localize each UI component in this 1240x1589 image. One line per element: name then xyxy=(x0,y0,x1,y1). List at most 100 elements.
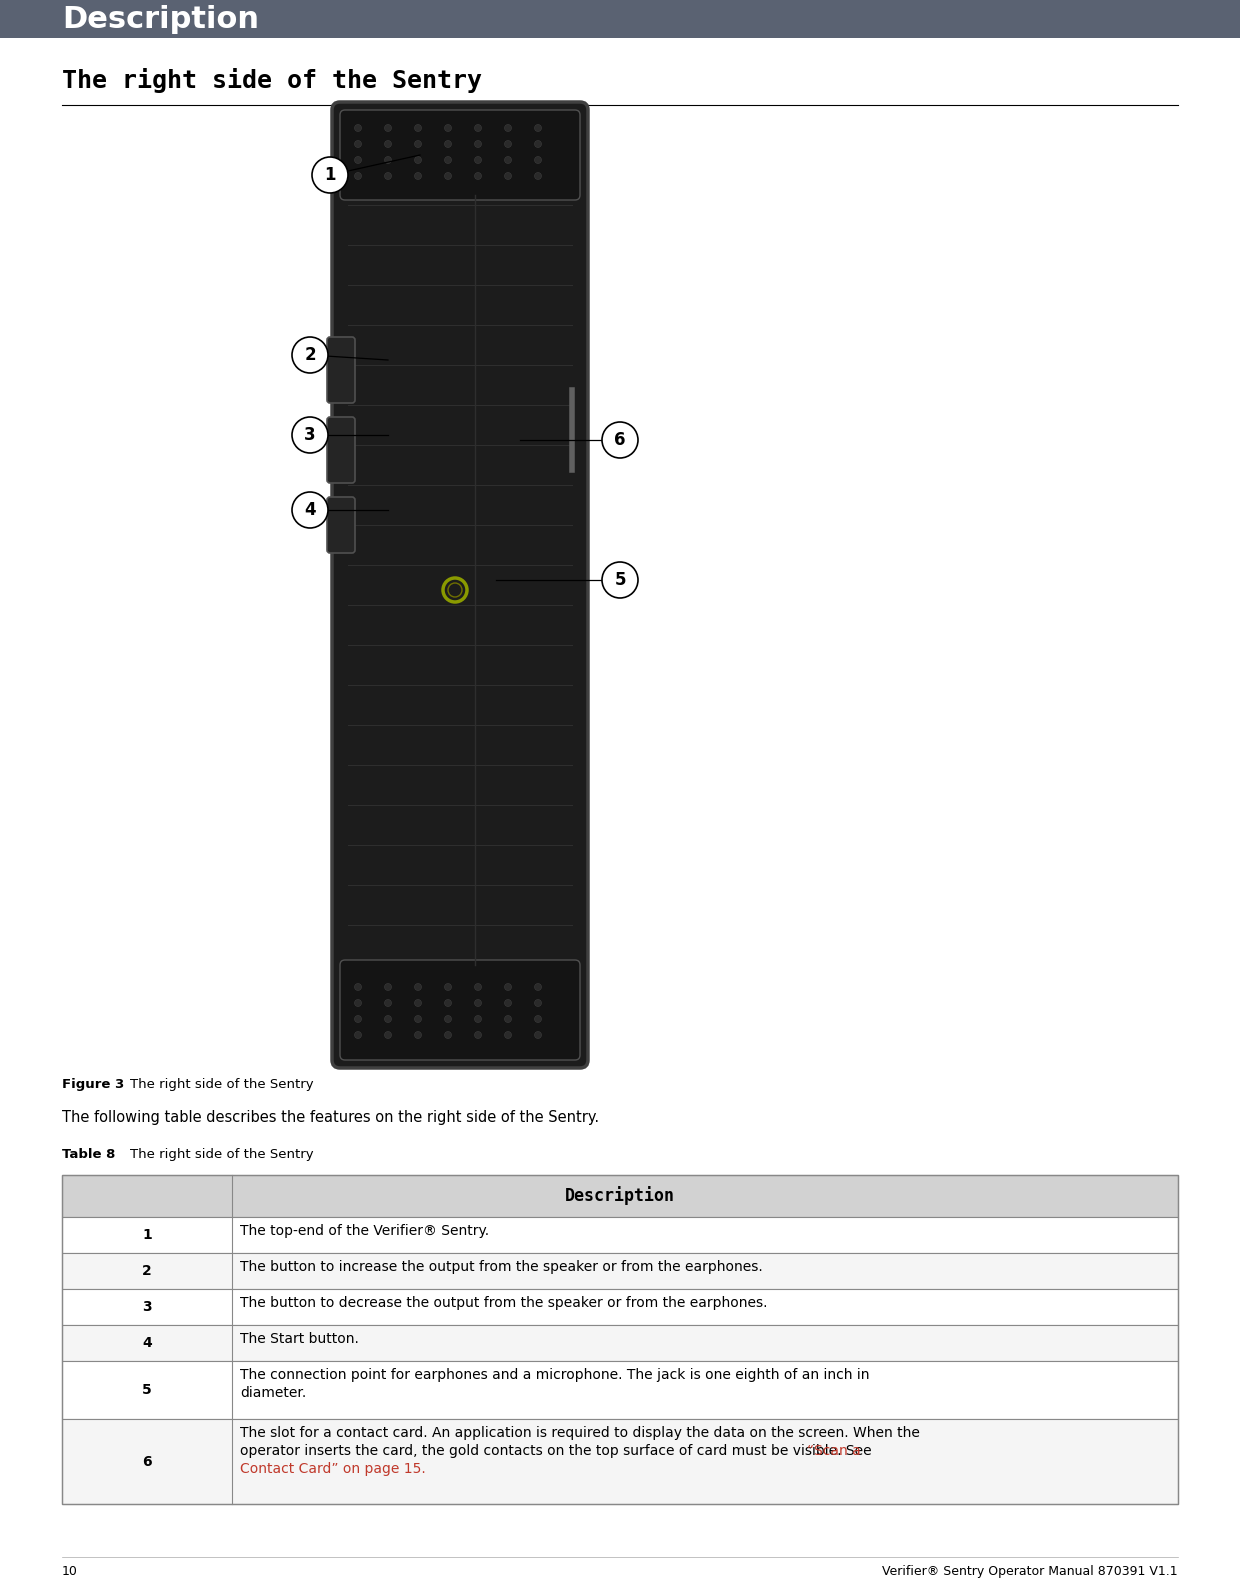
Bar xyxy=(62,1174,1178,1217)
Circle shape xyxy=(505,984,511,990)
Circle shape xyxy=(475,124,481,132)
Text: Description: Description xyxy=(62,5,259,33)
Circle shape xyxy=(355,1015,362,1022)
Circle shape xyxy=(355,140,362,148)
Text: The slot for a contact card. An application is required to display the data on t: The slot for a contact card. An applicat… xyxy=(241,1425,920,1440)
Text: The button to increase the output from the speaker or from the earphones.: The button to increase the output from t… xyxy=(241,1260,763,1274)
Circle shape xyxy=(355,173,362,180)
Circle shape xyxy=(444,173,451,180)
Circle shape xyxy=(505,156,511,164)
FancyBboxPatch shape xyxy=(327,416,355,483)
Text: The right side of the Sentry: The right side of the Sentry xyxy=(62,68,482,94)
Circle shape xyxy=(414,1015,422,1022)
Circle shape xyxy=(475,1031,481,1039)
Circle shape xyxy=(355,1031,362,1039)
Circle shape xyxy=(355,984,362,990)
Bar xyxy=(62,1419,1178,1505)
Circle shape xyxy=(384,999,392,1006)
Bar xyxy=(62,1217,1178,1254)
Circle shape xyxy=(444,1015,451,1022)
Circle shape xyxy=(414,999,422,1006)
Circle shape xyxy=(475,140,481,148)
Circle shape xyxy=(475,1015,481,1022)
Circle shape xyxy=(534,1015,542,1022)
Text: The right side of the Sentry: The right side of the Sentry xyxy=(130,1077,314,1092)
FancyBboxPatch shape xyxy=(340,960,580,1060)
Circle shape xyxy=(312,157,348,192)
Circle shape xyxy=(384,140,392,148)
Circle shape xyxy=(414,140,422,148)
Circle shape xyxy=(384,156,392,164)
Bar xyxy=(62,1254,1178,1289)
Circle shape xyxy=(505,140,511,148)
Text: 1: 1 xyxy=(324,165,336,184)
Text: 3: 3 xyxy=(143,1300,151,1314)
Circle shape xyxy=(291,416,329,453)
Circle shape xyxy=(414,984,422,990)
Text: “Scan a: “Scan a xyxy=(807,1444,861,1459)
Circle shape xyxy=(414,173,422,180)
Circle shape xyxy=(534,1031,542,1039)
Circle shape xyxy=(534,140,542,148)
Circle shape xyxy=(505,1015,511,1022)
Circle shape xyxy=(384,1015,392,1022)
FancyBboxPatch shape xyxy=(332,102,588,1068)
Circle shape xyxy=(475,984,481,990)
Text: operator inserts the card, the gold contacts on the top surface of card must be : operator inserts the card, the gold cont… xyxy=(241,1444,875,1459)
Circle shape xyxy=(534,124,542,132)
Circle shape xyxy=(355,999,362,1006)
Circle shape xyxy=(414,1031,422,1039)
Bar xyxy=(62,1174,1178,1505)
Text: 6: 6 xyxy=(614,431,626,450)
Circle shape xyxy=(475,173,481,180)
Circle shape xyxy=(505,1031,511,1039)
Circle shape xyxy=(444,1031,451,1039)
Text: 6: 6 xyxy=(143,1454,151,1468)
Text: 3: 3 xyxy=(304,426,316,443)
Circle shape xyxy=(444,140,451,148)
Text: The top-end of the Verifier® Sentry.: The top-end of the Verifier® Sentry. xyxy=(241,1224,489,1238)
Circle shape xyxy=(291,493,329,528)
Circle shape xyxy=(444,124,451,132)
FancyBboxPatch shape xyxy=(327,337,355,404)
Text: 4: 4 xyxy=(304,501,316,520)
Circle shape xyxy=(443,578,467,602)
Circle shape xyxy=(534,984,542,990)
Bar xyxy=(62,1362,1178,1419)
Text: Contact Card” on page 15.: Contact Card” on page 15. xyxy=(241,1462,425,1476)
Circle shape xyxy=(475,999,481,1006)
Circle shape xyxy=(601,423,639,458)
Circle shape xyxy=(448,583,463,597)
Text: 5: 5 xyxy=(614,570,626,590)
Text: 2: 2 xyxy=(304,346,316,364)
Text: The button to decrease the output from the speaker or from the earphones.: The button to decrease the output from t… xyxy=(241,1297,768,1309)
Text: The right side of the Sentry: The right side of the Sentry xyxy=(130,1147,314,1162)
Circle shape xyxy=(505,999,511,1006)
Text: 10: 10 xyxy=(62,1565,78,1578)
Text: The Start button.: The Start button. xyxy=(241,1332,358,1346)
Bar xyxy=(62,1289,1178,1325)
Circle shape xyxy=(384,124,392,132)
Circle shape xyxy=(505,173,511,180)
Text: 1: 1 xyxy=(143,1228,151,1243)
FancyBboxPatch shape xyxy=(327,497,355,553)
Circle shape xyxy=(534,999,542,1006)
Circle shape xyxy=(505,124,511,132)
Circle shape xyxy=(355,124,362,132)
Circle shape xyxy=(475,156,481,164)
Text: Verifier® Sentry Operator Manual 870391 V1.1: Verifier® Sentry Operator Manual 870391 … xyxy=(883,1565,1178,1578)
Circle shape xyxy=(384,173,392,180)
Circle shape xyxy=(414,156,422,164)
Circle shape xyxy=(534,156,542,164)
Text: Description: Description xyxy=(565,1187,675,1206)
Circle shape xyxy=(444,984,451,990)
Circle shape xyxy=(384,984,392,990)
Text: Figure 3: Figure 3 xyxy=(62,1077,124,1092)
Circle shape xyxy=(384,1031,392,1039)
Circle shape xyxy=(414,124,422,132)
Text: The following table describes the features on the right side of the Sentry.: The following table describes the featur… xyxy=(62,1111,599,1125)
Circle shape xyxy=(601,563,639,597)
Circle shape xyxy=(444,999,451,1006)
Text: Table 8: Table 8 xyxy=(62,1147,115,1162)
Circle shape xyxy=(444,156,451,164)
